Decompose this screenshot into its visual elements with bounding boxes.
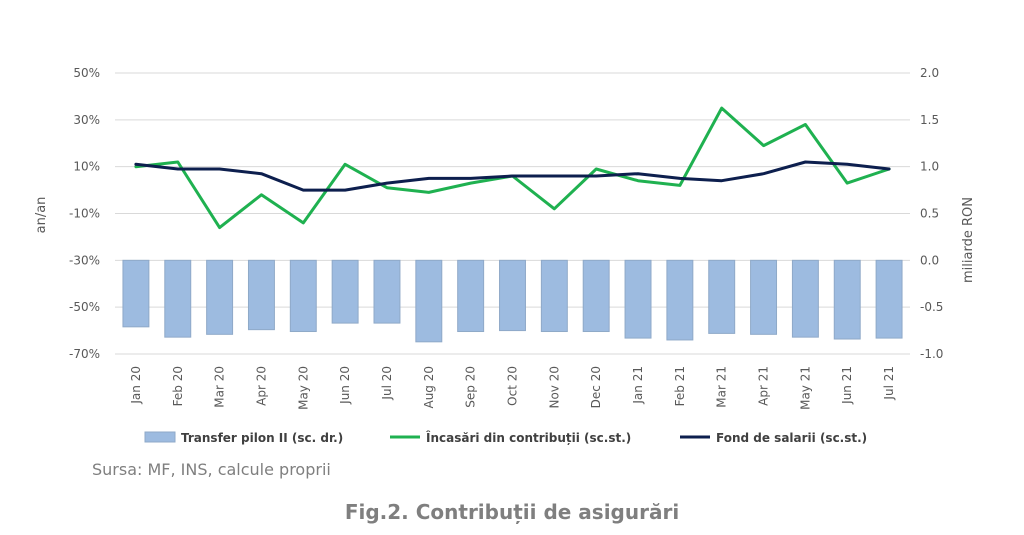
right-tick-label: 2.0 bbox=[920, 66, 939, 80]
left-axis-label: an/an bbox=[34, 197, 49, 234]
x-tick-label: Jun 20 bbox=[338, 366, 352, 405]
bar bbox=[708, 259, 736, 334]
x-tick-label: Mar 20 bbox=[213, 366, 227, 408]
line-series bbox=[134, 106, 891, 230]
right-tick-label: 0.5 bbox=[920, 207, 939, 221]
bar bbox=[624, 259, 652, 339]
bar bbox=[666, 259, 694, 341]
right-axis-ticks: -1.0 -0.5 0.0 0.5 1.0 1.5 2.0 bbox=[920, 66, 943, 361]
legend: Transfer pilon II (sc. dr.) Încasări din … bbox=[144, 430, 867, 445]
source-note: Sursa: MF, INS, calcule proprii bbox=[92, 460, 331, 479]
x-tick-label: Sep 20 bbox=[464, 366, 478, 408]
legend-swatch bbox=[144, 431, 176, 443]
x-tick-label: Apr 20 bbox=[254, 366, 268, 406]
bar bbox=[582, 259, 610, 333]
bar-series bbox=[122, 259, 903, 343]
left-tick-label: 30% bbox=[73, 113, 100, 127]
legend-label: Transfer pilon II (sc. dr.) bbox=[181, 431, 343, 445]
left-tick-label: 10% bbox=[73, 160, 100, 174]
left-tick-label: -10% bbox=[69, 207, 100, 221]
left-tick-label: -30% bbox=[69, 253, 100, 267]
right-tick-label: 1.5 bbox=[920, 113, 939, 127]
bar bbox=[122, 259, 150, 328]
bar bbox=[164, 259, 192, 338]
figure-caption: Fig.2. Contribuții de asigurări bbox=[344, 500, 680, 524]
x-tick-label: Jun 21 bbox=[840, 366, 854, 405]
x-tick-label: Dec 20 bbox=[589, 366, 603, 408]
right-tick-label: 0.0 bbox=[920, 253, 939, 267]
x-tick-label: May 21 bbox=[798, 366, 812, 410]
bar bbox=[373, 259, 401, 324]
x-tick-label: Feb 20 bbox=[171, 366, 185, 406]
left-axis-ticks: -70% -50% -30% -10% 10% 30% 50% bbox=[69, 66, 100, 361]
x-tick-label: Aug 20 bbox=[422, 366, 436, 409]
x-tick-label: Jan 21 bbox=[631, 366, 645, 405]
legend-label: Încasări din contribuții (sc.st.) bbox=[426, 430, 631, 445]
right-axis-label: miliarde RON bbox=[961, 197, 976, 283]
x-axis-ticks: Jan 20 Feb 20 Mar 20 Apr 20 May 20 Jun 20 Jul … bbox=[129, 366, 896, 410]
x-tick-label: Mar 21 bbox=[715, 366, 729, 408]
bar bbox=[247, 259, 275, 331]
bar bbox=[750, 259, 778, 335]
chart: -70% -50% -30% -10% 10% 30% 50% -1.0 -0.5 0.0 0.5… bbox=[34, 66, 976, 445]
bar bbox=[540, 259, 568, 333]
x-tick-label: Oct 20 bbox=[506, 366, 520, 406]
bar bbox=[875, 259, 903, 339]
bar bbox=[791, 259, 819, 338]
x-tick-label: Nov 20 bbox=[547, 366, 561, 409]
bar bbox=[499, 259, 526, 332]
bar bbox=[331, 259, 359, 324]
right-tick-label: 1.0 bbox=[920, 160, 939, 174]
bar bbox=[415, 259, 443, 343]
wage-fund-line bbox=[134, 160, 891, 192]
right-tick-label: -0.5 bbox=[920, 300, 943, 314]
x-tick-label: Jul 21 bbox=[882, 366, 896, 401]
bar bbox=[206, 259, 234, 335]
x-tick-label: May 20 bbox=[296, 366, 310, 410]
left-tick-label: -50% bbox=[69, 300, 100, 314]
right-tick-label: -1.0 bbox=[920, 347, 943, 361]
left-tick-label: 50% bbox=[73, 66, 100, 80]
x-tick-label: Jul 20 bbox=[380, 366, 394, 401]
x-tick-label: Jan 20 bbox=[129, 366, 143, 405]
bar bbox=[289, 259, 317, 333]
bar bbox=[457, 259, 485, 333]
bar bbox=[833, 259, 861, 340]
contributions-line bbox=[134, 106, 891, 230]
left-tick-label: -70% bbox=[69, 347, 100, 361]
x-tick-label: Apr 21 bbox=[757, 366, 771, 406]
legend-label: Fond de salarii (sc.st.) bbox=[716, 431, 867, 445]
x-tick-label: Feb 21 bbox=[673, 366, 687, 406]
